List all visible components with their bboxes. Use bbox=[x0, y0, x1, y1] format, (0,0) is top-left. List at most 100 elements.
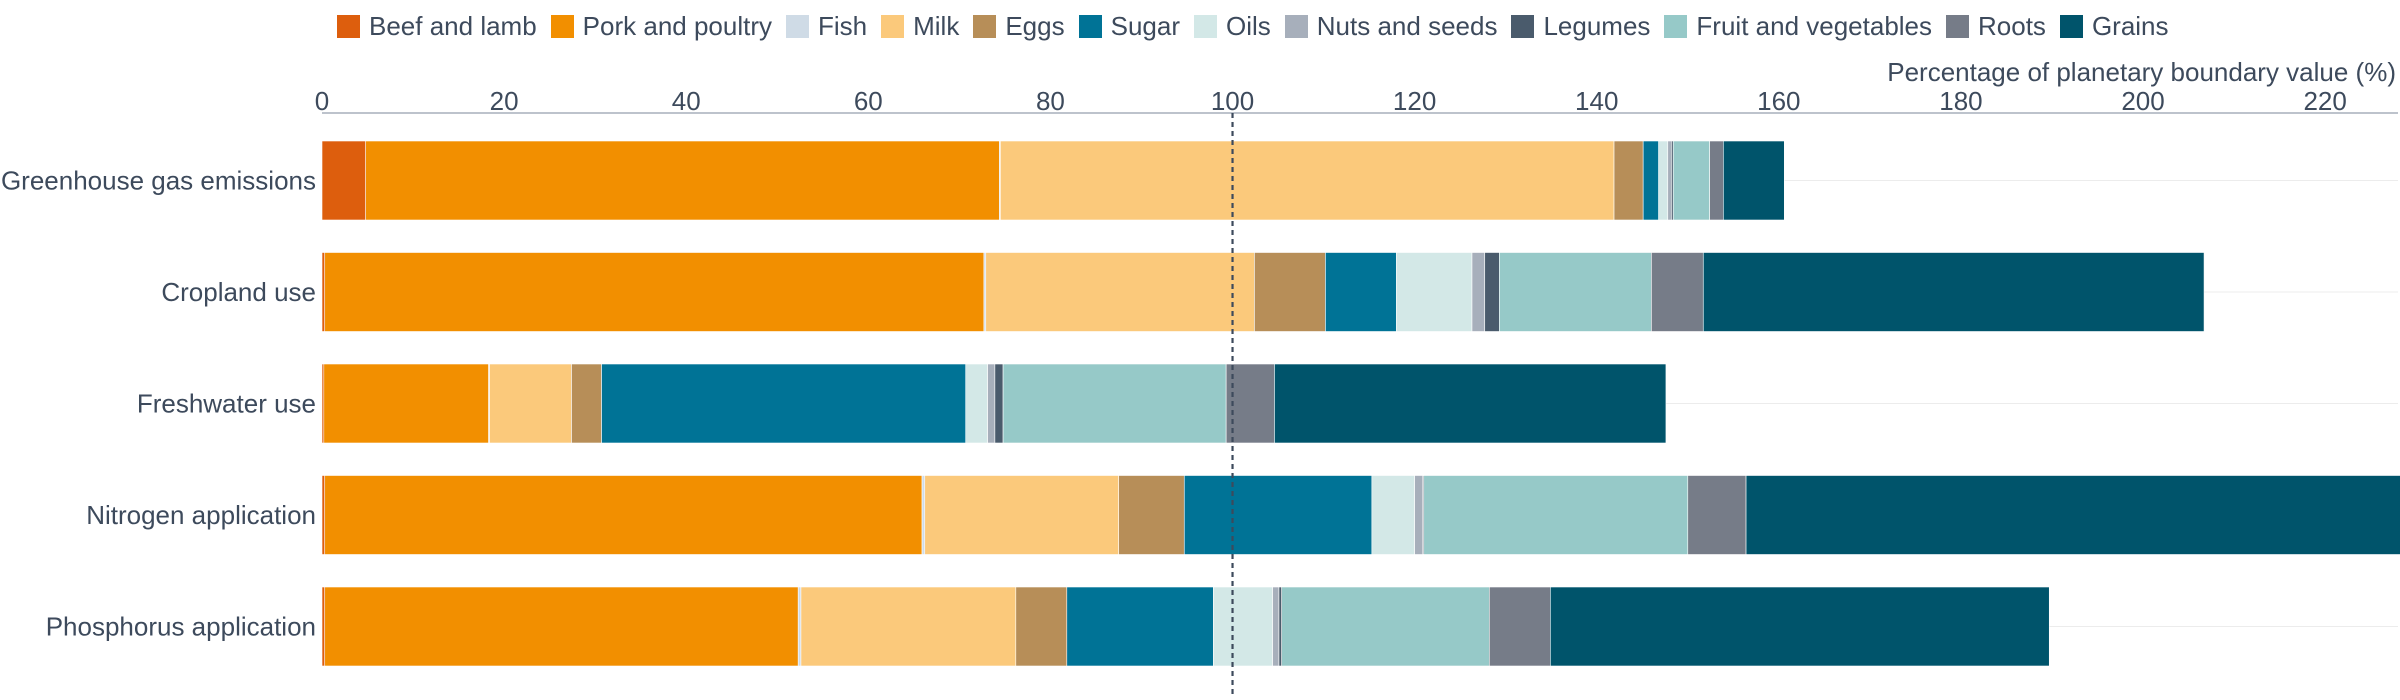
bar-segment bbox=[1015, 586, 1068, 667]
legend-label: Pork and poultry bbox=[582, 11, 772, 41]
bar-segment bbox=[1325, 252, 1397, 332]
bar-segment bbox=[1550, 586, 2050, 667]
x-tick-label: 200 bbox=[2121, 86, 2164, 116]
bar-segment bbox=[1687, 475, 1747, 555]
bar-segment bbox=[1651, 252, 1704, 332]
legend-item: Milk bbox=[881, 11, 959, 42]
legend-swatch bbox=[786, 15, 809, 38]
bar-segment bbox=[571, 363, 602, 444]
legend-item: Roots bbox=[1946, 11, 2046, 42]
bar-segment bbox=[1667, 140, 1672, 221]
legend-item: Nuts and seeds bbox=[1284, 11, 1498, 42]
legend-swatch bbox=[1078, 15, 1102, 38]
bar-segment bbox=[1709, 140, 1724, 221]
legend-swatch bbox=[1511, 15, 1535, 38]
bar-segment bbox=[800, 586, 1017, 667]
x-axis-label: Percentage of planetary boundary value (… bbox=[1887, 57, 2396, 87]
bar-segment bbox=[323, 363, 489, 444]
bar-segment bbox=[1414, 475, 1424, 555]
bar-segment bbox=[365, 140, 1000, 221]
category-label: Phosphorus application bbox=[46, 612, 316, 642]
category-label: Nitrogen application bbox=[86, 500, 316, 530]
legend-swatch bbox=[1194, 15, 1217, 38]
bar-segment bbox=[1642, 140, 1659, 221]
bar-segment bbox=[1278, 586, 1282, 667]
legend-label: Beef and lamb bbox=[369, 11, 537, 41]
bar-segment bbox=[1183, 475, 1373, 555]
bar-segment bbox=[1274, 363, 1667, 444]
legend-label: Legumes bbox=[1543, 11, 1651, 41]
x-tick-label: 180 bbox=[1939, 86, 1982, 116]
bar-segment bbox=[1702, 252, 2205, 332]
legend-label: Oils bbox=[1226, 11, 1271, 41]
legend-item: Oils bbox=[1194, 11, 1271, 42]
bar-segment bbox=[797, 586, 802, 667]
bar-segment bbox=[324, 252, 985, 332]
x-tick-label: 20 bbox=[490, 86, 519, 116]
x-tick-label: 100 bbox=[1211, 86, 1254, 116]
bar-segment bbox=[321, 475, 326, 555]
legend-label: Roots bbox=[1978, 11, 2046, 41]
legend-swatch bbox=[1946, 15, 1970, 38]
legend-item: Fruit and vegetables bbox=[1664, 11, 1932, 42]
bar-segment bbox=[1745, 475, 2400, 555]
x-tick-label: 120 bbox=[1393, 86, 1436, 116]
legend-swatch bbox=[550, 15, 574, 38]
bar-segment bbox=[1484, 252, 1500, 332]
bar-segment bbox=[489, 363, 572, 444]
legend-item: Grains bbox=[2059, 11, 2169, 42]
x-tick-label: 60 bbox=[854, 86, 883, 116]
chart-legend: Beef and lamb Pork and poultry Fish Milk Egg… bbox=[337, 11, 2183, 42]
legend-label: Eggs bbox=[1005, 11, 1065, 41]
bar-segment bbox=[1118, 475, 1185, 555]
bar-segment bbox=[324, 586, 799, 667]
legend-swatch bbox=[2059, 15, 2083, 38]
legend-item: Legumes bbox=[1511, 11, 1650, 42]
bar-segment bbox=[321, 140, 367, 221]
bar-segment bbox=[1254, 252, 1326, 332]
bar-segment bbox=[1723, 140, 1785, 221]
legend-item: Pork and poultry bbox=[550, 11, 772, 42]
bar-segment bbox=[921, 475, 926, 555]
legend-item: Fish bbox=[786, 11, 867, 42]
legend-item: Beef and lamb bbox=[337, 11, 537, 42]
bar-segment bbox=[324, 475, 923, 555]
bar-segment bbox=[994, 363, 1004, 444]
bar-segment bbox=[1281, 586, 1490, 667]
x-tick-label: 160 bbox=[1757, 86, 1800, 116]
bar-segment bbox=[985, 252, 1255, 332]
legend-label: Nuts and seeds bbox=[1316, 11, 1498, 41]
x-tick-label: 220 bbox=[2303, 86, 2346, 116]
bar-segment bbox=[1371, 475, 1415, 555]
bar-segment bbox=[1499, 252, 1652, 332]
x-tick-label: 140 bbox=[1575, 86, 1618, 116]
legend-swatch bbox=[337, 15, 360, 38]
bar-segment bbox=[1000, 140, 1615, 221]
bar-segment bbox=[987, 363, 996, 444]
bar-segment bbox=[1213, 586, 1273, 667]
bar-segment bbox=[1272, 586, 1280, 667]
bar-segment bbox=[1672, 140, 1710, 221]
legend-swatch bbox=[881, 15, 905, 38]
bar-segment bbox=[321, 252, 326, 332]
bar-segment bbox=[1488, 586, 1551, 667]
legend-swatch bbox=[1284, 15, 1308, 38]
bar-segment bbox=[1002, 363, 1227, 444]
x-tick-label: 80 bbox=[1036, 86, 1065, 116]
bar-segment bbox=[1066, 586, 1214, 667]
bar-segment bbox=[965, 363, 988, 444]
category-label: Freshwater use bbox=[137, 389, 316, 419]
bar-segment bbox=[1423, 475, 1689, 555]
legend-label: Sugar bbox=[1110, 11, 1180, 41]
x-tick-label: 0 bbox=[315, 86, 329, 116]
legend-item: Sugar bbox=[1078, 11, 1180, 42]
legend-label: Grains bbox=[2091, 11, 2169, 41]
bar-segment bbox=[924, 475, 1120, 555]
category-label: Cropland use bbox=[161, 277, 316, 307]
bar-segment bbox=[1471, 252, 1486, 332]
legend-swatch bbox=[973, 15, 997, 38]
bar-segment bbox=[1613, 140, 1644, 221]
bar-segment bbox=[601, 363, 967, 444]
bar-segment bbox=[1396, 252, 1473, 332]
legend-label: Milk bbox=[913, 11, 960, 41]
